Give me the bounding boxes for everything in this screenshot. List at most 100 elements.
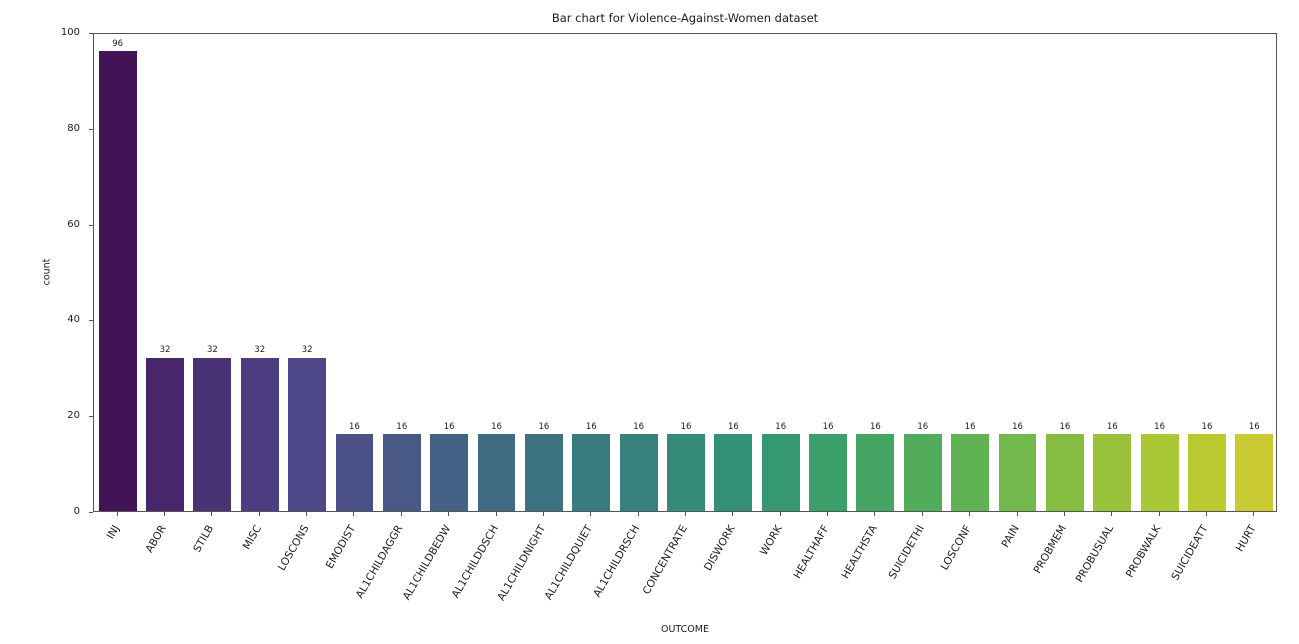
- x-tick-label: AL1CHILDBEDW: [400, 523, 454, 603]
- x-tick-mark: [1111, 512, 1113, 516]
- bar-al1childnight: [524, 434, 563, 511]
- y-axis-label: count: [41, 258, 53, 286]
- x-tick-label: AL1CHILDQUIET: [542, 523, 596, 602]
- x-tick-mark: [1205, 512, 1207, 516]
- bar-probwalk: [1140, 434, 1179, 511]
- x-tick-mark: [400, 512, 402, 516]
- bar-value-label: 16: [775, 421, 787, 432]
- y-tick-mark: [89, 33, 93, 34]
- x-tick-label: LOSCONS: [275, 523, 312, 573]
- y-tick-label: 100: [60, 27, 80, 38]
- bar-value-label: 16: [491, 421, 502, 432]
- x-tick-label: DISWORK: [701, 523, 738, 574]
- x-tick-mark: [495, 512, 497, 516]
- x-tick-label: PROBWALK: [1123, 523, 1164, 580]
- bar-pain: [998, 434, 1037, 511]
- x-tick-label: AL1CHILDAGGR: [354, 523, 406, 601]
- bar-value-label: 32: [254, 345, 266, 356]
- bar-value-label: 32: [301, 345, 313, 356]
- x-tick-mark: [306, 512, 308, 516]
- x-tick-label: CONCENTRATE: [640, 523, 690, 597]
- x-tick-mark: [448, 512, 450, 516]
- y-tick-mark: [89, 128, 93, 130]
- bar-hurt: [1235, 434, 1274, 511]
- x-tick-label: ABOR: [143, 523, 170, 555]
- bar-value-label: 16: [349, 421, 360, 432]
- bar-value-label: 16: [585, 421, 597, 432]
- x-tick-mark: [969, 512, 971, 516]
- bar-suicidethi: [903, 434, 942, 511]
- bar-value-label: 16: [680, 421, 692, 432]
- x-tick-label: AL1CHILDNIGHT: [494, 523, 548, 604]
- bar-abor: [146, 357, 184, 511]
- y-tick-mark: [89, 416, 93, 418]
- x-axis-ticks: INJ ABOR STILB MISC LOSCONS EMODIST AL1CHILDAG…: [93, 512, 1277, 622]
- bar-value-label: 16: [1201, 421, 1213, 432]
- bar-misc: [240, 357, 279, 511]
- bar-value-label: 16: [396, 421, 408, 432]
- bar-value-label: 32: [206, 345, 218, 356]
- bar-al1childbedw: [430, 434, 469, 511]
- bar-inj: [98, 51, 137, 511]
- x-tick-mark: [258, 512, 260, 516]
- bar-value-label: 16: [964, 421, 976, 432]
- y-tick-label: 80: [67, 122, 80, 134]
- x-tick-mark: [542, 512, 544, 516]
- x-tick-mark: [637, 512, 639, 516]
- bar-value-label: 16: [727, 421, 739, 432]
- y-tick-mark: [89, 320, 93, 322]
- x-tick-mark: [1016, 512, 1018, 516]
- x-tick-mark: [1063, 512, 1065, 516]
- y-tick-label: 60: [67, 218, 80, 230]
- bars-container: 96 32 32 32 32 16 16 16 16 16 16 16 16 16 16 16 16 16 16 16…: [94, 34, 1276, 511]
- x-tick-mark: [590, 512, 592, 516]
- bar-value-label: 16: [1059, 421, 1071, 432]
- x-tick-label: AL1CHILDDSCH: [449, 523, 501, 601]
- bar-al1childrsch: [619, 434, 658, 511]
- x-tick-mark: [827, 512, 829, 516]
- x-tick-mark: [685, 512, 686, 516]
- bar-probmem: [1045, 434, 1084, 511]
- x-tick-label: AL1CHILDRSCH: [591, 523, 643, 600]
- x-tick-mark: [1253, 512, 1255, 516]
- bar-value-label: 16: [633, 421, 645, 432]
- bar-healthsta: [856, 434, 895, 511]
- x-tick-label: HEALTHAFF: [791, 523, 833, 581]
- y-tick-label: 40: [67, 314, 80, 326]
- x-tick-label: PROBUSUAL: [1073, 523, 1117, 585]
- x-tick-label: EMODIST: [323, 523, 359, 571]
- x-tick-label: WORK: [757, 523, 785, 558]
- x-tick-label: HURT: [1233, 523, 1259, 554]
- bar-value-label: 16: [917, 421, 929, 432]
- bar-value-label: 16: [870, 421, 881, 432]
- bar-value-label: 16: [1012, 421, 1023, 432]
- x-tick-mark: [779, 512, 781, 516]
- x-tick-mark: [1158, 512, 1160, 516]
- x-tick-label: SUICIDETHI: [886, 523, 927, 582]
- bar-loscons: [288, 357, 327, 511]
- bar-diswork: [714, 434, 753, 511]
- bar-value-label: 16: [1106, 421, 1118, 432]
- y-tick-mark: [89, 512, 93, 513]
- y-axis-ticks: 0 20 40 60 80 100: [0, 28, 93, 517]
- x-tick-label: LOSCONF: [938, 523, 975, 573]
- x-tick-label: PAIN: [999, 523, 1022, 550]
- x-tick-label: PROBMEM: [1031, 523, 1069, 576]
- x-tick-label: MISC: [240, 523, 264, 552]
- bar-emodist: [335, 434, 374, 511]
- bar-suicideatt: [1188, 434, 1226, 511]
- bar-healthaff: [809, 434, 847, 511]
- plot-area: 96 32 32 32 32 16 16 16 16 16 16 16 16 16 16 16 16 16 16 16…: [93, 33, 1277, 512]
- x-axis-label: OUTCOME: [661, 624, 709, 635]
- bar-work: [761, 434, 800, 511]
- bar-al1childaggr: [382, 434, 421, 511]
- x-tick-mark: [116, 512, 118, 516]
- bar-value-label: 32: [159, 345, 171, 356]
- y-tick-label: 20: [67, 410, 80, 422]
- chart-title: Bar chart for Violence-Against-Women dat…: [551, 11, 819, 25]
- x-tick-mark: [353, 512, 355, 516]
- y-tick-label: 0: [73, 506, 80, 517]
- x-tick-mark: [732, 512, 734, 516]
- bar-al1childquiet: [572, 434, 611, 511]
- bar-value-label: 16: [1248, 421, 1260, 432]
